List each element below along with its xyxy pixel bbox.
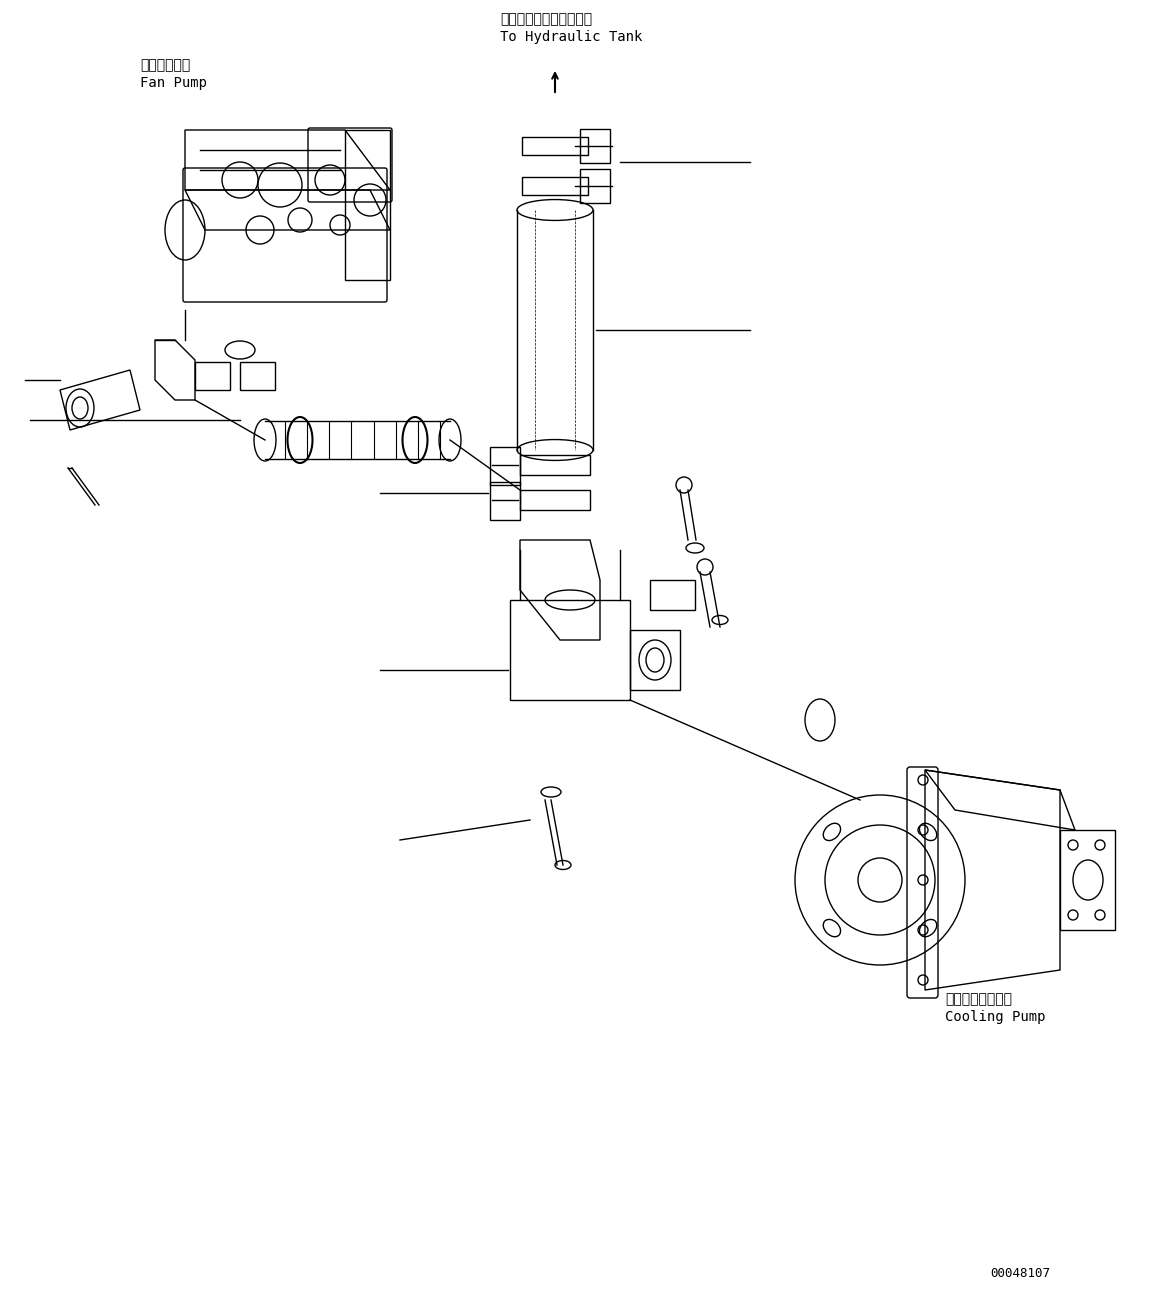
Text: クーリングポンプ: クーリングポンプ [946,992,1012,1007]
Bar [580,170,611,202]
Bar [650,579,695,610]
Bar [522,177,588,194]
Bar [511,600,630,700]
Text: ファンポンプ: ファンポンプ [140,58,191,72]
Bar [520,490,590,510]
Bar [520,455,590,474]
Bar [240,361,274,390]
Text: ハイドロリックタンクへ: ハイドロリックタンクへ [500,12,592,26]
Text: Cooling Pump: Cooling Pump [946,1010,1046,1024]
Bar [490,482,520,520]
Bar [580,129,611,163]
Text: Fan Pump: Fan Pump [140,76,207,89]
Text: To Hydraulic Tank: To Hydraulic Tank [500,30,642,43]
Bar [1059,830,1115,930]
Bar [630,629,680,690]
Bar [195,361,230,390]
Text: 00048107: 00048107 [990,1267,1050,1280]
Bar [522,137,588,155]
Bar [490,447,520,485]
